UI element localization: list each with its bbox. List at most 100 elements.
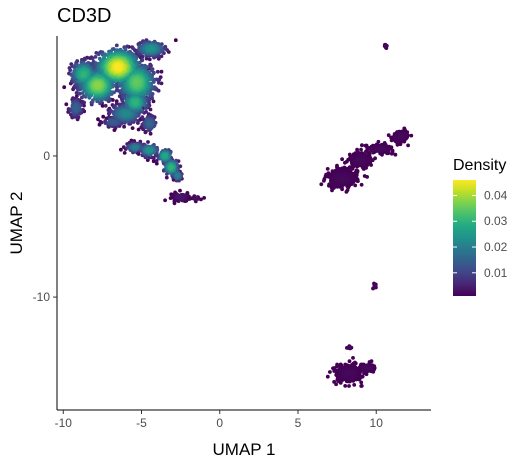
data-point [140,58,145,62]
data-point [389,151,394,156]
legend-tick-label: 0.04 [484,188,508,202]
data-point [110,120,115,125]
data-point [81,72,86,76]
data-point [159,54,164,59]
data-point [366,151,371,155]
legend-tick-label: 0.01 [484,266,508,280]
data-point [382,141,387,145]
scatter-points [62,38,414,388]
data-point [103,103,108,108]
data-point [140,115,145,120]
data-point [331,366,335,371]
data-point [369,163,373,167]
data-point [62,85,67,90]
data-point [364,366,369,370]
x-axis-ticks: -10 -5 0 5 10 [55,410,384,430]
data-point [164,175,169,180]
data-point [95,83,100,88]
data-point [138,145,143,150]
data-point [90,56,95,61]
data-point [398,134,403,139]
data-point [340,176,345,181]
x-axis-title: UMAP 1 [213,440,276,459]
x-tick-label: 10 [370,416,384,430]
x-tick-label: 5 [295,416,302,430]
data-point [334,382,338,387]
data-point [344,190,349,194]
data-point [151,99,156,104]
data-point [165,172,169,176]
data-point [96,52,101,57]
x-tick-label: 0 [216,416,223,430]
data-point [351,356,355,360]
data-point [355,147,359,152]
data-point [82,103,86,108]
data-point [365,175,369,179]
data-point [144,110,149,114]
data-point [338,381,343,385]
data-point [137,60,142,65]
data-point [357,372,362,376]
data-point [136,119,141,123]
data-point [367,360,372,364]
data-point [96,117,100,122]
data-point [322,178,326,183]
data-point [149,47,154,51]
data-point [163,198,168,203]
data-point [154,159,159,163]
data-point [346,157,351,162]
data-point [133,145,138,150]
data-point [175,173,180,178]
data-point [354,173,359,177]
data-point [133,100,138,105]
legend-tick-label: 0.02 [484,240,508,254]
data-point [346,371,351,376]
data-point [114,43,119,48]
data-point [149,63,153,68]
data-point [120,98,125,103]
data-point [406,143,410,148]
data-point [68,68,73,73]
data-point [383,43,388,48]
chart-title: CD3D [57,5,111,27]
data-point [409,133,414,138]
data-point [364,143,369,148]
data-point [354,168,359,173]
data-point [99,120,104,125]
x-tick-label: -10 [55,416,73,430]
legend-tick-label: 0.03 [484,214,508,228]
data-point [348,165,353,170]
data-point [162,153,167,158]
data-point [134,81,139,85]
data-point [359,182,364,187]
data-point [359,384,364,388]
data-point [347,345,352,350]
data-point [327,182,332,187]
data-point [119,147,123,152]
legend-colorbar [453,180,476,296]
data-point [151,159,156,164]
data-point [202,196,207,200]
data-point [335,165,339,170]
data-point [335,362,339,367]
data-point [93,55,98,59]
data-point [148,107,153,112]
data-point [159,69,164,74]
data-point [74,105,78,110]
data-point [361,167,366,171]
data-point [195,196,200,201]
data-point [352,383,357,387]
data-point [393,152,398,157]
data-point [359,380,364,385]
legend-ticks: 0.01 0.02 0.03 0.04 [453,188,508,280]
data-point [340,157,344,162]
data-point [330,188,334,193]
data-point [82,57,87,62]
data-point [114,83,119,88]
data-point [147,121,152,126]
data-point [395,142,400,147]
data-point [156,80,161,85]
data-point [100,104,105,108]
data-point [347,359,352,364]
data-point [178,194,183,199]
